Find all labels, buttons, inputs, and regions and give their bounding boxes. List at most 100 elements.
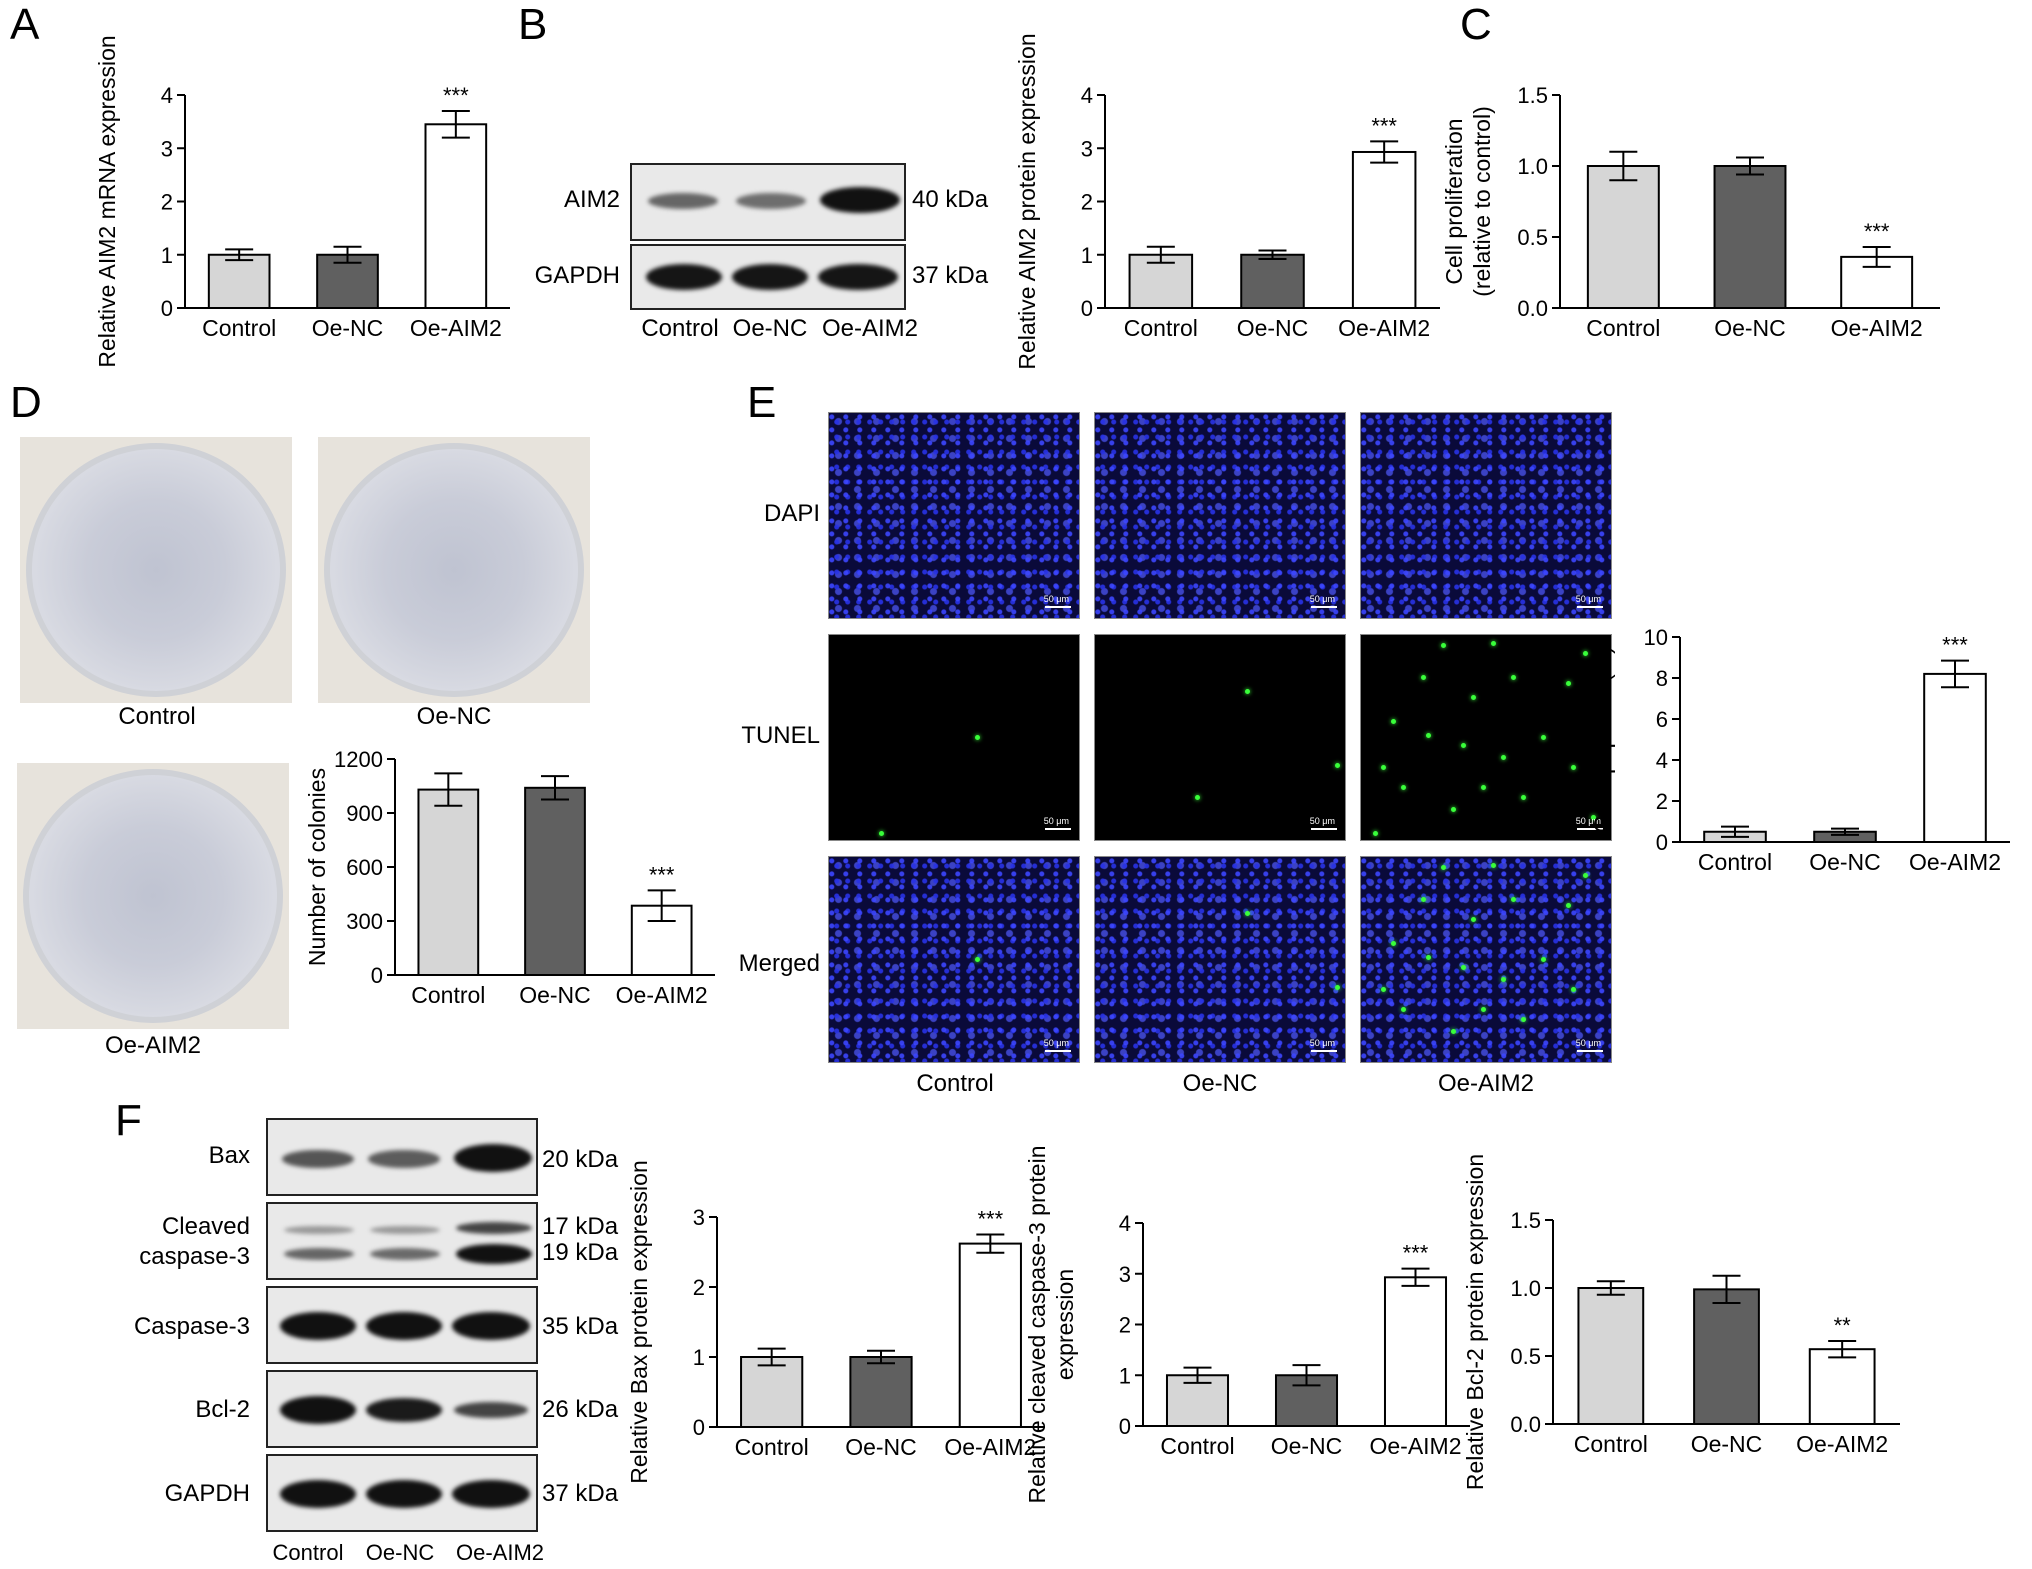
kda-label: 17 kDa 19 kDa <box>542 1213 619 1266</box>
col-label: Oe-AIM2 <box>1437 1070 1535 1097</box>
blot-b-row-label: AIM2 <box>563 186 620 213</box>
y-tick-label: 10 <box>1644 625 1668 650</box>
dish-photo-oe-nc <box>318 437 590 703</box>
y-axis-label-line: Cell proliferation <box>1441 118 1467 284</box>
dish-label: Oe-NC <box>416 703 492 730</box>
x-tick-label: Oe-AIM2 <box>410 315 502 341</box>
bar <box>1274 1374 1339 1427</box>
bar <box>1813 830 1877 843</box>
x-tick-label: Oe-AIM2 <box>1796 1431 1888 1457</box>
y-tick-label: 0 <box>1081 296 1093 321</box>
y-tick-label: 4 <box>1081 83 1093 108</box>
lane-label: Control <box>641 315 719 342</box>
y-axis-label: Relative Bax protein expression <box>626 1160 652 1483</box>
significance-label: *** <box>1371 113 1397 138</box>
x-tick-label: Control <box>1698 849 1772 875</box>
y-tick-label: 0.0 <box>1510 1412 1541 1437</box>
y-tick-label: 1 <box>693 1345 705 1370</box>
scale-bar-label: 50 μm <box>1575 1038 1601 1048</box>
dapi-image-oe-aim2: 50 μm <box>1360 412 1612 619</box>
bar <box>1240 253 1305 309</box>
lane-label: Oe-NC <box>732 315 808 342</box>
blot-b-gapdh-strip <box>630 244 906 310</box>
y-tick-label: 2 <box>1081 190 1093 215</box>
bar <box>1165 1374 1230 1427</box>
bar <box>524 786 586 976</box>
y-tick-label: 1 <box>1119 1363 1131 1388</box>
dish-photo-oe-aim2 <box>17 763 289 1029</box>
y-tick-label: 0 <box>1656 830 1668 855</box>
bar <box>1703 830 1767 843</box>
y-tick-label: 6 <box>1656 707 1668 732</box>
y-axis-label: Cell proliferation(relative to control) <box>1441 106 1495 296</box>
bar <box>1383 1276 1448 1427</box>
blot-f-caspase3-strip <box>266 1286 538 1364</box>
y-tick-label: 2 <box>693 1275 705 1300</box>
dish-photo-control <box>20 437 292 703</box>
scale-bar-label: 50 μm <box>1575 594 1601 604</box>
row-label-tunel: TUNEL <box>741 722 820 749</box>
bar <box>740 1356 804 1428</box>
y-tick-label: 1.0 <box>1517 154 1548 179</box>
y-tick-label: 3 <box>161 136 173 161</box>
blot-band <box>818 264 898 290</box>
kda-label: 37 kDa <box>542 1480 619 1507</box>
y-tick-label: 2 <box>1656 789 1668 814</box>
y-axis-label-line: Relative AIM2 mRNA expression <box>94 35 120 367</box>
lane-label: Oe-AIM2 <box>821 315 919 342</box>
x-tick-label: Oe-AIM2 <box>616 982 708 1008</box>
scale-bar-label: 50 μm <box>1309 594 1335 604</box>
tunel-image-oe-nc: 50 μm <box>1094 634 1346 841</box>
scale-bar-label: 50 μm <box>1575 816 1601 826</box>
x-tick-label: Control <box>411 982 485 1008</box>
y-tick-label: 1.0 <box>1510 1276 1541 1301</box>
x-tick-label: Control <box>1574 1431 1648 1457</box>
significance-label: *** <box>443 83 469 108</box>
panel-label-b: B <box>518 0 548 49</box>
lane-label: Control <box>272 1540 344 1565</box>
y-axis-label: Number of colonies <box>304 768 330 966</box>
kda-label: 40 kDa <box>912 186 989 213</box>
y-tick-label: 4 <box>161 83 173 108</box>
y-tick-label: 1.5 <box>1517 83 1548 108</box>
scale-bar-label: 50 μm <box>1309 816 1335 826</box>
y-tick-label: 0.5 <box>1517 225 1548 250</box>
blot-f-row-label: Bax <box>208 1142 250 1169</box>
kda-label: 37 kDa <box>912 262 989 289</box>
bar <box>1713 165 1787 309</box>
y-tick-label: 8 <box>1656 666 1668 691</box>
x-tick-label: Oe-AIM2 <box>1909 849 2001 875</box>
x-tick-label: Oe-NC <box>845 1434 917 1460</box>
bar <box>1840 255 1914 310</box>
x-tick-label: Oe-AIM2 <box>944 1434 1036 1460</box>
scale-bar-label: 50 μm <box>1309 1038 1335 1048</box>
y-axis-label-line: Relative cleaved caspase-3 protein <box>1024 1146 1050 1504</box>
y-axis-label-line: Relative AIM2 protein expression <box>1014 33 1040 369</box>
y-tick-label: 1 <box>161 243 173 268</box>
blot-band <box>736 193 806 209</box>
blot-band <box>820 187 900 213</box>
merged-image-control: 50 μm <box>828 856 1080 1063</box>
y-tick-label: 4 <box>1656 748 1668 773</box>
bar <box>417 788 480 976</box>
blot-f-gapdh-strip <box>266 1454 538 1532</box>
y-axis-label-line: Number of colonies <box>304 768 330 966</box>
significance-label: *** <box>1864 219 1890 244</box>
y-tick-label: 0.0 <box>1517 296 1548 321</box>
bar <box>207 253 271 309</box>
scale-bar-label: 50 μm <box>1043 1038 1069 1048</box>
y-tick-label: 0 <box>161 296 173 321</box>
col-label: Control <box>916 1070 994 1097</box>
y-tick-label: 300 <box>346 909 383 934</box>
significance-label: *** <box>1403 1241 1429 1266</box>
y-axis-label: Relative Bcl-2 protein expression <box>1462 1154 1488 1490</box>
y-axis-label: Relative cleaved caspase-3 proteinexpres… <box>1024 1146 1078 1504</box>
bar <box>630 904 693 977</box>
bar <box>316 253 379 309</box>
x-tick-label: Oe-NC <box>1714 315 1786 341</box>
x-tick-label: Oe-AIM2 <box>1369 1433 1461 1459</box>
x-tick-label: Oe-AIM2 <box>1831 315 1923 341</box>
merged-image-oe-aim2: 50 μm <box>1360 856 1612 1063</box>
kda-label: 26 kDa <box>542 1396 619 1423</box>
bar <box>1693 1288 1760 1425</box>
